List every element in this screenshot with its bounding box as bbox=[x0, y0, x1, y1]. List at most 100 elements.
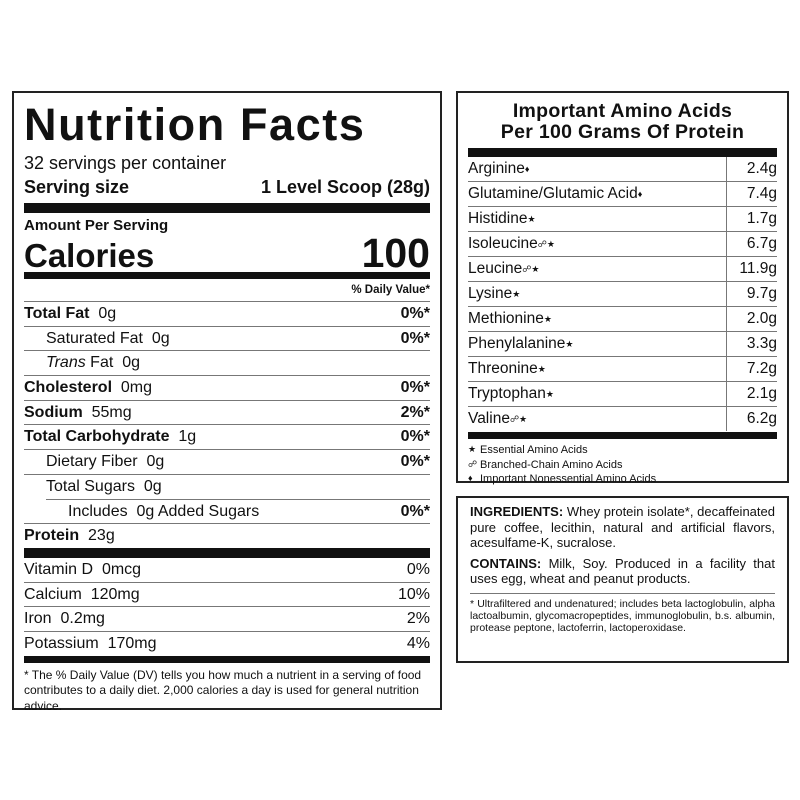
contains: CONTAINS: Milk, Soy. Produced in a facil… bbox=[470, 556, 775, 587]
amino-marks: ☍★ bbox=[509, 414, 528, 424]
divider bbox=[24, 547, 430, 558]
vitamin-row: Potassium 170mg 4% bbox=[24, 630, 430, 656]
nutrient-row: Total Fat 0g 0%* bbox=[24, 301, 430, 326]
amino-row: Threonine★ 7.2g bbox=[468, 356, 777, 381]
name-cell: Threonine★ bbox=[468, 357, 726, 381]
nutrient-row: Cholesterol 0mg 0%* bbox=[24, 375, 430, 400]
name-cell: Tryptophan★ bbox=[468, 382, 726, 406]
amino-amount: 7.2g bbox=[726, 357, 777, 381]
dv: 0%* bbox=[400, 379, 430, 397]
legend-item: ☍ Branched-Chain Amino Acids bbox=[468, 458, 777, 473]
ingredients-panel: INGREDIENTS: Whey protein isolate*, deca… bbox=[456, 496, 789, 663]
amino-amount: 2.1g bbox=[726, 382, 777, 406]
amino-name: Isoleucine bbox=[468, 235, 538, 252]
ingredients-footnote: * Ultrafiltered and undenatured; include… bbox=[470, 592, 775, 634]
name-cell: Arginine♦ bbox=[468, 157, 726, 181]
amount: 0.2mg bbox=[60, 610, 105, 628]
nutrient-row: Total Carbohydrate 1g 0%* bbox=[24, 424, 430, 449]
divider bbox=[468, 148, 777, 157]
amino-title: Important Amino Acids Per 100 Grams Of P… bbox=[468, 101, 777, 143]
dv: 0%* bbox=[400, 502, 430, 520]
dv: 0%* bbox=[400, 329, 430, 347]
vitamin-row: Calcium 120mg 10% bbox=[24, 581, 430, 607]
amount: 23g bbox=[88, 527, 115, 545]
contains-label: CONTAINS: bbox=[470, 555, 542, 571]
amino-amount: 11.9g bbox=[726, 257, 777, 281]
amount: 0g bbox=[146, 453, 165, 471]
dv-header: % Daily Value* bbox=[351, 284, 430, 296]
label: Iron bbox=[24, 610, 52, 628]
dv: 0%* bbox=[400, 305, 430, 322]
amino-row: Arginine♦ 2.4g bbox=[468, 157, 777, 181]
amount: 0mcg bbox=[101, 560, 142, 578]
nutrient-row: Total Sugars 0g bbox=[24, 473, 430, 499]
ingredients: INGREDIENTS: Whey protein isolate*, deca… bbox=[470, 504, 775, 551]
nutrient-row: Sodium 55mg 2%* bbox=[24, 399, 430, 425]
legend-symbol: ☍ bbox=[468, 458, 478, 469]
amino-marks: ★ bbox=[543, 314, 552, 324]
label: Cholesterol bbox=[24, 379, 113, 397]
label-after: Added Sugars bbox=[157, 502, 260, 520]
amount: 170mg bbox=[107, 634, 157, 652]
label: Calcium bbox=[24, 585, 82, 603]
amount: 0g bbox=[136, 502, 155, 520]
title: Nutrition Facts bbox=[24, 99, 366, 150]
amino-amount: 9.7g bbox=[726, 282, 777, 306]
legend-symbol: ♦ bbox=[468, 473, 473, 483]
amino-marks: ♦ bbox=[524, 164, 530, 174]
amino-legend: ★ Essential Amino Acids ☍ Branched-Chain Am… bbox=[468, 443, 777, 487]
nutrient-row: Dietary Fiber 0g 0%* bbox=[24, 449, 430, 474]
amino-panel: Important Amino Acids Per 100 Grams Of P… bbox=[456, 91, 789, 485]
amino-row: Leucine☍★ 11.9g bbox=[468, 256, 777, 281]
title-line: Important Amino Acids bbox=[512, 100, 733, 122]
name-cell: Leucine☍★ bbox=[468, 257, 726, 281]
label: Saturated Fat bbox=[46, 329, 143, 347]
title-line: Per 100 Grams Of Protein bbox=[500, 121, 745, 143]
amount: 0g bbox=[151, 329, 170, 347]
legend-symbol: ★ bbox=[468, 444, 477, 454]
label: Dietary Fiber bbox=[46, 453, 138, 471]
nutrient-row: Includes 0g Added Sugars 0%* bbox=[46, 498, 430, 524]
calories-label: Calories bbox=[24, 237, 155, 274]
divider bbox=[468, 432, 777, 439]
amino-name: Tryptophan bbox=[468, 385, 546, 402]
nutrient-row: Saturated Fat 0g 0%* bbox=[24, 325, 430, 351]
legend-text: Essential Amino Acids bbox=[480, 444, 588, 456]
amount: 0g bbox=[98, 305, 117, 322]
contains-text: Milk, Soy. Produced in a facility that u… bbox=[470, 555, 775, 587]
name-cell: Isoleucine☍★ bbox=[468, 232, 726, 256]
amino-row: Valine☍★ 6.2g bbox=[468, 406, 777, 431]
amino-marks: ♦ bbox=[637, 189, 643, 199]
vitamin-row: Vitamin D 0mcg 0% bbox=[24, 558, 430, 582]
amount-per-serving: Amount Per Serving bbox=[24, 217, 169, 234]
servings: 32 servings per container bbox=[24, 153, 227, 173]
label: Total Fat bbox=[24, 305, 90, 322]
nutrient-row: Protein 23g bbox=[24, 523, 430, 548]
ingredients-text: Whey protein isolate*, decaffeinated pur… bbox=[470, 504, 775, 550]
label: Sodium bbox=[24, 403, 83, 421]
label: Total Sugars bbox=[46, 477, 135, 495]
amino-marks: ★ bbox=[527, 214, 536, 224]
amino-name: Valine bbox=[468, 410, 510, 427]
amino-row: Histidine★ 1.7g bbox=[468, 206, 777, 231]
dv: 0% bbox=[406, 560, 430, 578]
ingredients-label: INGREDIENTS: bbox=[470, 504, 564, 519]
amino-amount: 7.4g bbox=[726, 182, 777, 206]
legend-item: ★ Essential Amino Acids bbox=[468, 443, 777, 458]
nutrition-panel: Nutrition Facts 32 servings per containe… bbox=[12, 91, 442, 713]
label-italic: Trans bbox=[46, 354, 86, 372]
amino-amount: 2.4g bbox=[726, 157, 777, 181]
legend-text: Important Nonessential Amino Acids bbox=[480, 473, 657, 485]
name-cell: Glutamine/Glutamic Acid♦ bbox=[468, 182, 726, 206]
amino-marks: ★ bbox=[565, 339, 574, 349]
serving-size-label: Serving size bbox=[24, 177, 130, 197]
amount: 55mg bbox=[91, 403, 132, 421]
vitamin-row: Iron 0.2mg 2% bbox=[24, 606, 430, 631]
amino-table: Arginine♦ 2.4g Glutamine/Glutamic Acid♦ 7.4… bbox=[468, 157, 777, 431]
amino-marks: ☍★ bbox=[537, 239, 555, 249]
divider bbox=[24, 272, 430, 279]
nutrient-row: Trans Fat 0g bbox=[24, 350, 430, 375]
amount: 120mg bbox=[90, 585, 140, 603]
label: Protein bbox=[24, 527, 80, 545]
